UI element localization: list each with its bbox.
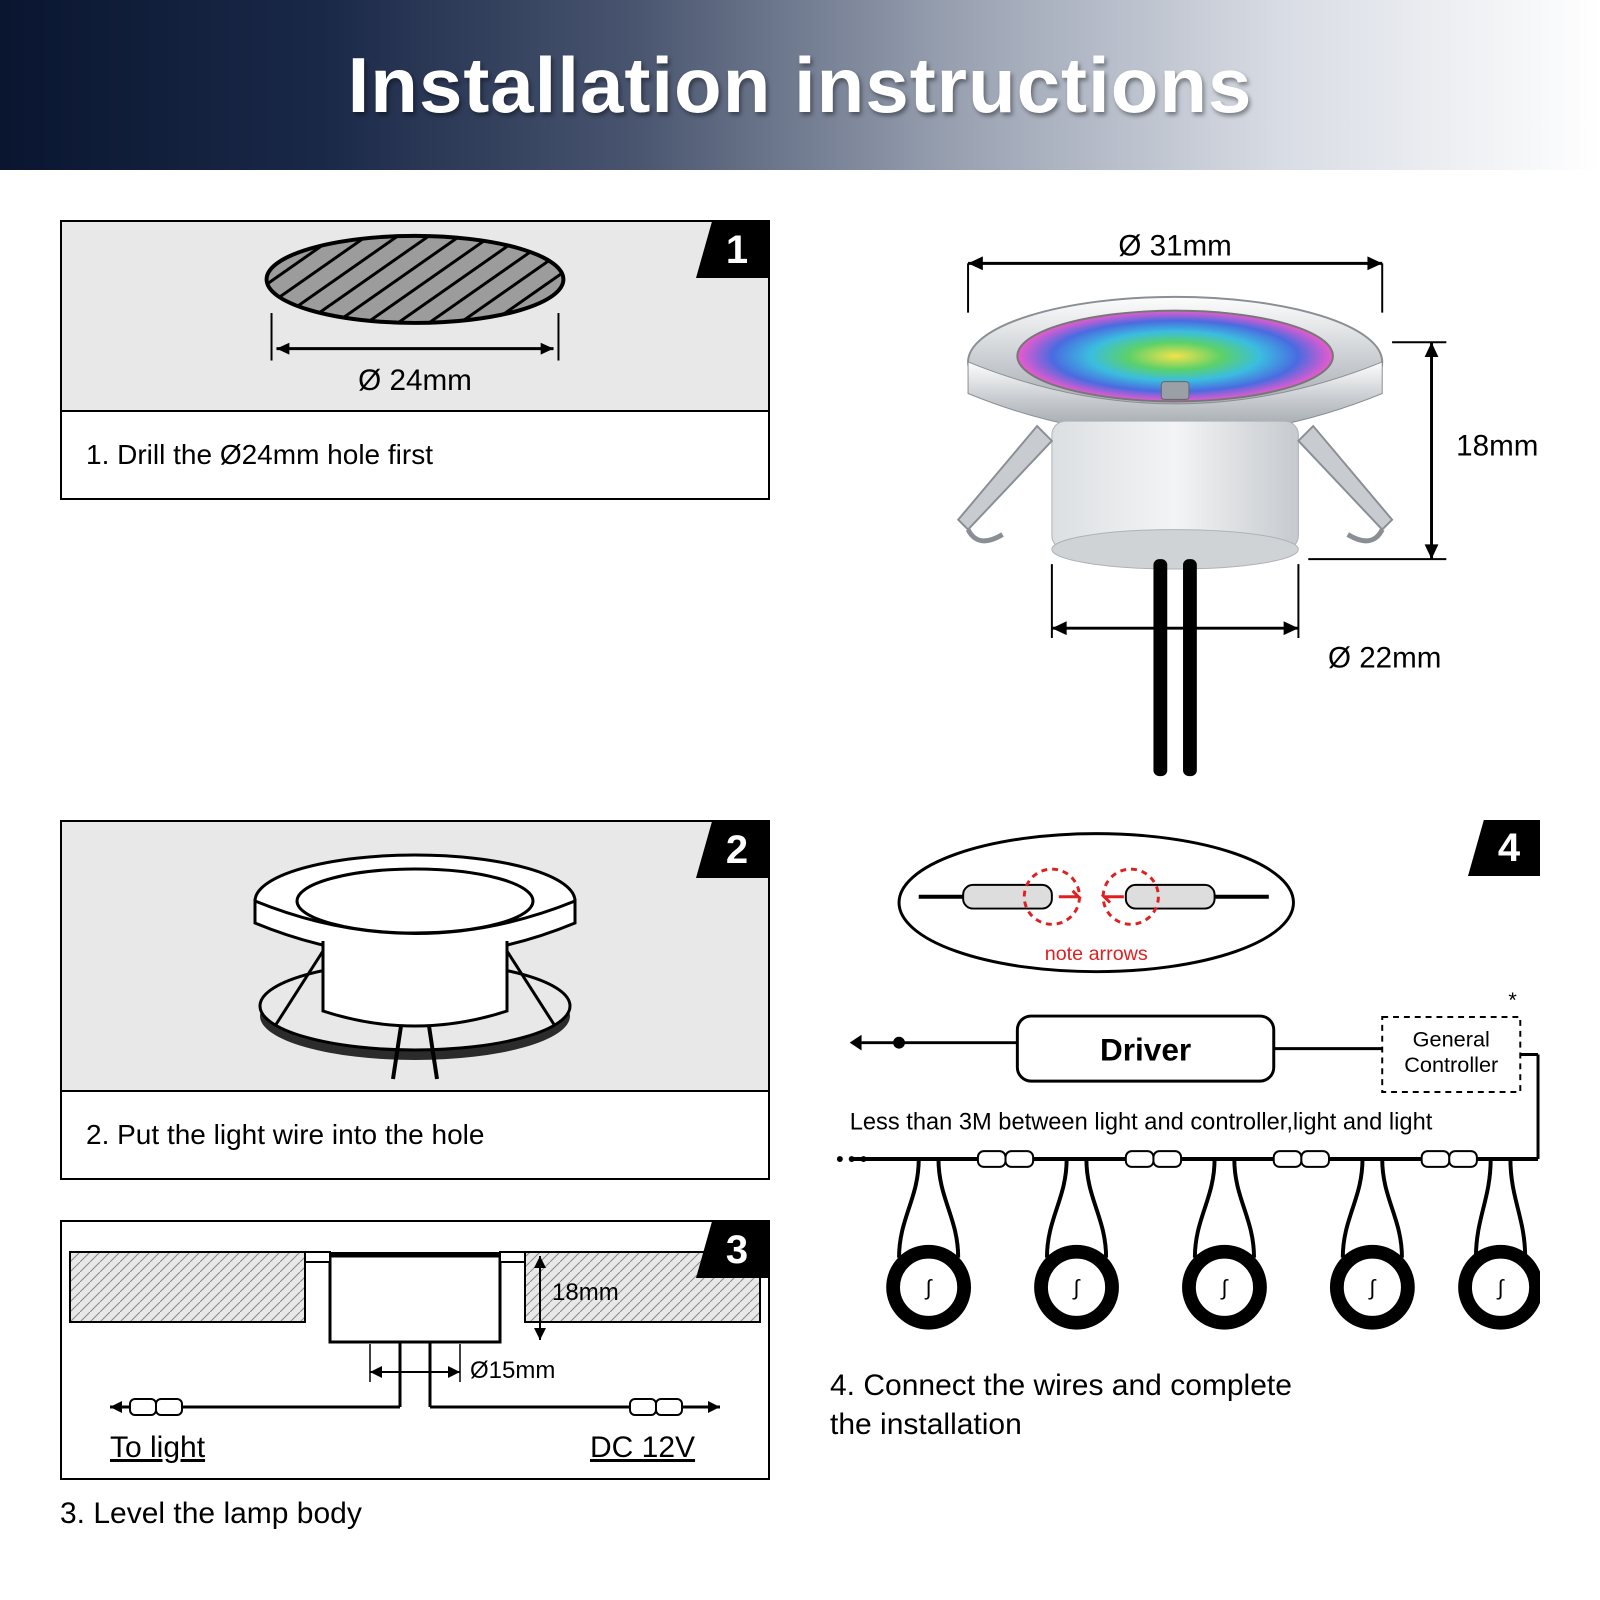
content-grid: Ø 24mm 1. Drill the Ø24mm hole first 1 Ø… [0, 170, 1600, 1563]
svg-text:∫: ∫ [1219, 1275, 1228, 1300]
step-2-box: 2. Put the light wire into the hole 2 [60, 820, 770, 1180]
step-3-art: 18mm Ø15mm [62, 1222, 768, 1482]
insert-light-icon [205, 831, 625, 1081]
hole-diagram-icon: Ø 24mm [62, 222, 768, 410]
product-panel: Ø 31mm [830, 220, 1540, 780]
header: Installation instructions [0, 0, 1600, 170]
dim-height-label: 18mm [1456, 430, 1538, 463]
step-1-panel: Ø 24mm 1. Drill the Ø24mm hole first 1 [60, 220, 770, 780]
svg-text:∫: ∫ [924, 1275, 933, 1300]
to-light-label: To light [110, 1431, 206, 1464]
svg-text:∫: ∫ [1496, 1275, 1505, 1300]
driver-label: Driver [1100, 1031, 1191, 1067]
controller-label-1: General [1413, 1027, 1490, 1052]
step-2-caption: 2. Put the light wire into the hole [62, 1092, 768, 1178]
step-4-caption: 4. Connect the wires and complete the in… [830, 1366, 1540, 1444]
svg-text:*: * [1508, 987, 1517, 1012]
step-2-panel: 2. Put the light wire into the hole 2 [60, 820, 770, 1180]
step-1-art: Ø 24mm [62, 222, 768, 412]
step-3-box: 18mm Ø15mm [60, 1220, 770, 1480]
svg-text:∫: ∫ [1367, 1275, 1376, 1300]
step-3-caption: 3. Level the lamp body [60, 1494, 770, 1533]
wiring-diagram-icon: note arrows Driver * General Controller [830, 820, 1540, 1360]
step-1-box: Ø 24mm 1. Drill the Ø24mm hole first 1 [60, 220, 770, 500]
cross-section-icon: 18mm Ø15mm [62, 1222, 768, 1482]
step-1-caption: 1. Drill the Ø24mm hole first [62, 412, 768, 498]
dim-top-label: Ø 31mm [1118, 229, 1231, 262]
dim-body-label: Ø 22mm [1328, 642, 1441, 675]
page-title: Installation instructions [348, 40, 1253, 131]
dim-15mm: Ø15mm [470, 1357, 555, 1384]
svg-text:∫: ∫ [1072, 1275, 1081, 1300]
product-diagram-icon: Ø 31mm [830, 220, 1540, 780]
step-3-panel: 18mm Ø15mm [60, 1220, 770, 1533]
controller-label-2: Controller [1404, 1052, 1498, 1077]
distance-note: Less than 3M between light and controlle… [850, 1109, 1433, 1135]
dim-18mm: 18mm [552, 1279, 619, 1306]
step-2-art [62, 822, 768, 1092]
hole-dim-label: Ø 24mm [358, 364, 472, 397]
step-4-panel: 4 note arrows D [830, 820, 1540, 1380]
note-arrows-label: note arrows [1045, 943, 1148, 965]
dc12v-label: DC 12V [590, 1431, 695, 1464]
